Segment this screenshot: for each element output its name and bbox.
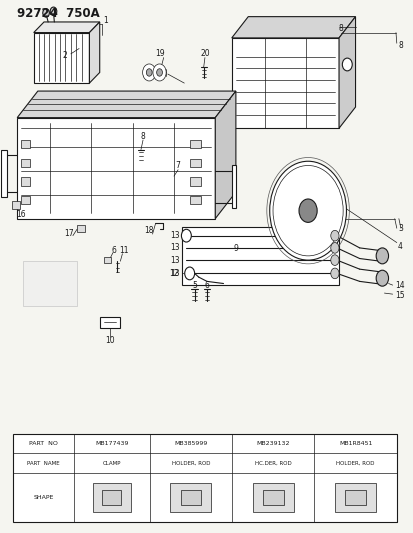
Circle shape [375, 248, 388, 264]
Polygon shape [23, 261, 77, 306]
Circle shape [142, 64, 155, 81]
Text: 6: 6 [204, 281, 209, 290]
Text: PART  NAME: PART NAME [27, 461, 59, 466]
Text: HOLDER, ROD: HOLDER, ROD [335, 461, 374, 466]
Polygon shape [17, 91, 235, 118]
Text: MB385999: MB385999 [174, 441, 207, 446]
Polygon shape [104, 257, 111, 263]
Polygon shape [202, 243, 226, 255]
Bar [231, 38, 338, 128]
Circle shape [298, 199, 316, 222]
Text: 20: 20 [199, 50, 209, 58]
Text: 13: 13 [170, 256, 179, 264]
Text: CLAMP: CLAMP [102, 461, 121, 466]
Bar [180, 490, 201, 505]
Polygon shape [93, 483, 131, 512]
Circle shape [269, 161, 346, 260]
Circle shape [272, 165, 342, 256]
Text: SHAPE: SHAPE [33, 495, 53, 500]
Text: 16: 16 [17, 210, 26, 219]
Text: 1: 1 [103, 16, 108, 25]
Polygon shape [226, 246, 231, 252]
Polygon shape [33, 33, 89, 83]
Text: PART  NO: PART NO [29, 441, 58, 446]
Text: HOLDER, ROD: HOLDER, ROD [171, 461, 209, 466]
Text: 19: 19 [154, 50, 164, 58]
Circle shape [146, 69, 152, 76]
Circle shape [330, 255, 338, 265]
Circle shape [330, 230, 338, 241]
Text: 7: 7 [175, 161, 180, 170]
Bar [262, 490, 283, 505]
Bar [190, 140, 200, 149]
Text: 13: 13 [170, 231, 179, 240]
Text: MB177439: MB177439 [95, 441, 128, 446]
Text: 9: 9 [233, 245, 238, 254]
Text: HC.DER, ROD: HC.DER, ROD [254, 461, 291, 466]
Text: 13: 13 [170, 269, 179, 278]
Circle shape [375, 270, 388, 286]
Polygon shape [231, 165, 235, 208]
Polygon shape [1, 150, 7, 197]
Circle shape [50, 7, 57, 15]
Polygon shape [252, 483, 293, 512]
Text: MB239132: MB239132 [256, 441, 289, 446]
Text: 92724  750A: 92724 750A [17, 7, 100, 20]
Polygon shape [334, 483, 375, 512]
Circle shape [330, 243, 338, 253]
Bar [21, 159, 29, 167]
Polygon shape [77, 225, 85, 232]
Text: 13: 13 [170, 244, 179, 253]
Circle shape [342, 58, 351, 71]
Polygon shape [170, 483, 211, 512]
Polygon shape [17, 118, 215, 219]
Text: 8: 8 [140, 132, 145, 141]
Text: 12: 12 [169, 269, 178, 278]
Polygon shape [33, 22, 100, 33]
Bar [190, 196, 200, 204]
Text: 3: 3 [397, 224, 402, 233]
Text: 2: 2 [62, 52, 67, 60]
Text: 14: 14 [394, 280, 404, 289]
Polygon shape [231, 17, 355, 38]
Bar [21, 196, 29, 204]
Text: 6: 6 [112, 246, 116, 255]
Text: 8: 8 [338, 24, 343, 33]
Text: 15: 15 [394, 291, 404, 300]
Bar [102, 490, 121, 505]
Bar [21, 140, 29, 149]
Polygon shape [89, 22, 100, 83]
Polygon shape [338, 17, 355, 128]
Circle shape [43, 9, 49, 17]
Polygon shape [215, 91, 235, 219]
Circle shape [181, 229, 191, 242]
Text: 11: 11 [119, 246, 128, 255]
Circle shape [330, 268, 338, 279]
Text: 10: 10 [105, 336, 114, 345]
Text: 5: 5 [192, 281, 197, 290]
Polygon shape [12, 200, 21, 209]
Text: 17: 17 [64, 229, 74, 238]
Bar [21, 177, 29, 185]
Bar [13, 434, 396, 522]
Bar [182, 227, 338, 285]
Circle shape [156, 69, 162, 76]
Bar [344, 490, 365, 505]
Text: 4: 4 [397, 242, 402, 251]
Polygon shape [100, 317, 120, 328]
Text: 18: 18 [144, 226, 154, 235]
Bar [190, 177, 200, 185]
Text: 8: 8 [398, 42, 403, 51]
Text: MB1R8451: MB1R8451 [338, 441, 371, 446]
Bar [190, 159, 200, 167]
Circle shape [184, 267, 194, 280]
Circle shape [152, 64, 166, 81]
